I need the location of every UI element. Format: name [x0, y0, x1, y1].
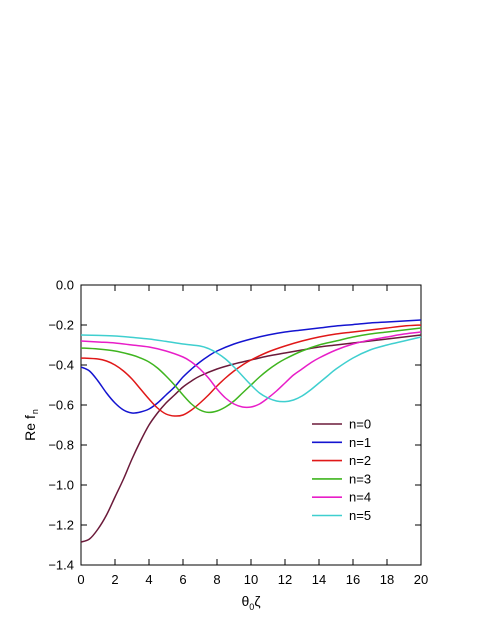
x-tick-label: 14 [312, 572, 326, 587]
legend-label-n1: n=1 [349, 435, 371, 450]
y-axis-title-sub: n [30, 409, 40, 414]
legend-label-n2: n=2 [349, 453, 371, 468]
x-tick-label: 20 [414, 572, 428, 587]
y-axis-title: Re fn [22, 409, 40, 441]
legend-label-n0: n=0 [349, 417, 371, 432]
axis-ticks [80, 284, 422, 566]
series-line-n3 [80, 327, 422, 414]
x-tick-label: 6 [179, 572, 186, 587]
series-line-n4 [80, 331, 422, 409]
y-tick-label: −0.4 [48, 358, 74, 373]
series-lines [80, 319, 422, 543]
legend-label-n4: n=4 [349, 490, 371, 505]
series-line-n1 [80, 319, 422, 414]
series-line-n5 [80, 334, 422, 403]
series-line-n2 [80, 324, 422, 417]
x-axis-title-tail: ζ [254, 593, 260, 609]
y-tick-label: −0.6 [48, 398, 74, 413]
x-tick-label: 12 [278, 572, 292, 587]
x-tick-label: 16 [346, 572, 360, 587]
y-tick-label: 0.0 [56, 278, 74, 293]
legend-label-n5: n=5 [349, 508, 371, 523]
y-axis-title-main: Re f [22, 415, 38, 441]
x-tick-label: 4 [145, 572, 152, 587]
y-tick-label: −1.2 [48, 518, 74, 533]
y-tick-label: −1.0 [48, 478, 74, 493]
x-axis-title: θ0ζ [242, 593, 261, 612]
tick-labels: 0 2 4 6 8 10 12 14 16 18 20 0.0 −0.2 −0.4 −0.6 −0.8 −1.0… [48, 278, 428, 588]
y-tick-label: −0.8 [48, 438, 74, 453]
x-tick-label: 18 [380, 572, 394, 587]
y-tick-label: −1.4 [48, 558, 74, 573]
x-axis-title-main: θ [242, 593, 250, 609]
x-tick-label: 2 [111, 572, 118, 587]
x-tick-label: 10 [244, 572, 258, 587]
legend-label-n3: n=3 [349, 471, 371, 486]
y-tick-label: −0.2 [48, 318, 74, 333]
x-axis-title-sub: 0 [249, 602, 254, 612]
x-tick-label: 0 [77, 572, 84, 587]
legend: n=0 n=1 n=2 n=3 n=4 n=5 [312, 417, 371, 523]
series-line-n0 [80, 334, 422, 543]
x-tick-label: 8 [213, 572, 220, 587]
